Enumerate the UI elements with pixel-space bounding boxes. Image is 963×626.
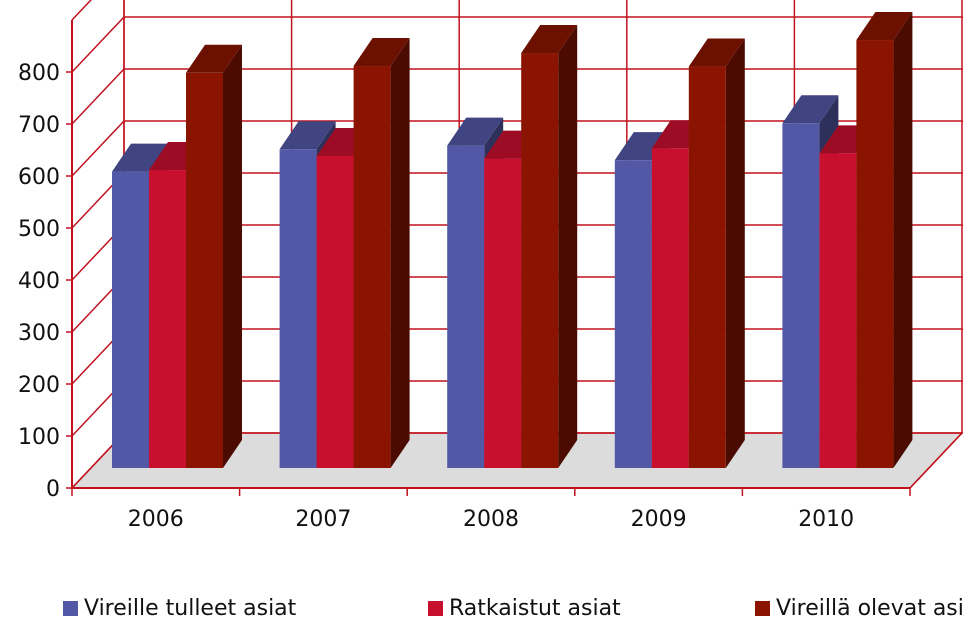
bar-top (688, 38, 745, 67)
bar (856, 40, 894, 468)
legend-swatch (755, 601, 770, 616)
legend-item-vireilla-olevat: Vireillä olevat asiat (755, 596, 963, 621)
bar-top (186, 44, 242, 73)
x-tick-label: 2009 (631, 507, 687, 532)
bar (279, 149, 317, 469)
bar-top (112, 143, 168, 172)
gridline-side (71, 68, 125, 125)
bar (353, 66, 391, 468)
bar-side (725, 38, 745, 469)
bar-side (390, 38, 410, 468)
bar (186, 72, 223, 469)
bar-side (893, 12, 913, 468)
bar (316, 156, 354, 468)
bars (112, 12, 913, 469)
y-tick-label: 0 (46, 477, 60, 502)
gridline-side (71, 16, 125, 73)
bar-top (782, 95, 839, 124)
legend-label: Vireillä olevat asiat (776, 596, 963, 621)
bar-top (614, 132, 671, 161)
bar (651, 148, 689, 468)
x-tick-label: 2010 (798, 507, 854, 532)
y-tick-label: 300 (18, 321, 60, 346)
floor-edge (909, 432, 963, 489)
axes: 0 100 200 300 400 500 600 700 800 2006 2007 2008 200… (18, 20, 963, 532)
x-tick-label: 2008 (463, 507, 519, 532)
bar-top (353, 38, 410, 67)
bar-side (558, 25, 578, 468)
legend: Vireille tulleet asiat Ratkaistut asiat … (0, 596, 963, 626)
legend-item-ratkaistut: Ratkaistut asiat (428, 596, 621, 621)
legend-label: Vireille tulleet asiat (84, 596, 297, 621)
bar-top (447, 117, 504, 146)
y-tick-label: 600 (18, 165, 60, 190)
y-tick-label: 700 (18, 113, 60, 138)
bar (614, 160, 652, 468)
y-tick-label: 500 (18, 217, 60, 242)
legend-swatch (63, 601, 78, 616)
bar (112, 171, 149, 468)
legend-swatch (428, 601, 443, 616)
gridline-side (71, 0, 92, 21)
x-tick-label: 2007 (295, 507, 351, 532)
legend-item-vireille-tulleet: Vireille tulleet asiat (63, 596, 296, 621)
y-tick-label: 100 (18, 425, 60, 450)
gridline-side (71, 120, 125, 177)
bar-top (521, 25, 578, 54)
bar (149, 170, 186, 469)
bar-side (223, 44, 242, 469)
bar (688, 66, 726, 468)
bar (484, 158, 522, 468)
y-tick-label: 800 (18, 61, 60, 86)
legend-label: Ratkaistut asiat (449, 596, 621, 621)
bar (782, 123, 820, 469)
x-tick-label: 2006 (128, 507, 184, 532)
bar (521, 53, 559, 468)
bar-top (279, 121, 336, 150)
y-tick-label: 400 (18, 269, 60, 294)
bar (447, 145, 485, 468)
y-tick-label: 200 (18, 373, 60, 398)
bar (819, 153, 857, 468)
bar-top (856, 12, 913, 41)
